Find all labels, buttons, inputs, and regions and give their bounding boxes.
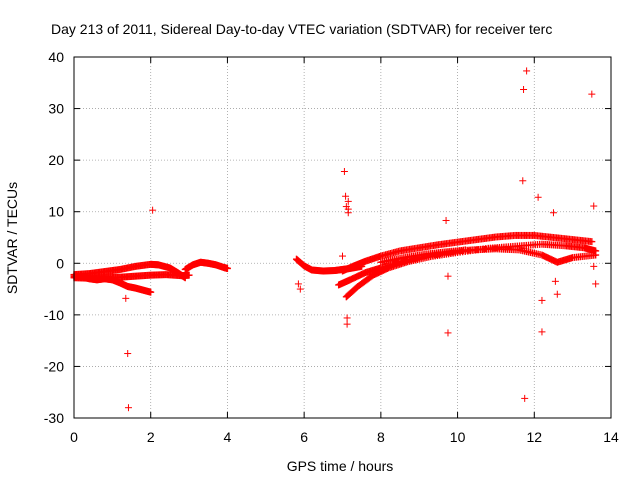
outlier-point [442,216,450,224]
y-tick-label: -10 [44,307,64,323]
outlier-point [149,206,157,214]
outlier-point [343,320,351,328]
outlier-point [521,394,529,402]
outlier-point [549,209,557,217]
outlier-point [590,202,598,210]
outlier-point [294,280,302,288]
outlier-point [340,167,348,175]
data-point [185,271,193,279]
y-tick-label: 0 [56,255,64,271]
y-tick-label: 20 [48,152,64,168]
x-axis-label: GPS time / hours [287,458,394,474]
outlier-point [444,272,452,280]
outlier-point [553,290,561,298]
outlier-point [344,205,352,213]
x-tick-label: 2 [147,429,155,445]
outlier-point [592,280,600,288]
outlier-point [296,285,304,293]
x-tick-label: 4 [224,429,232,445]
outlier-point [519,177,527,185]
data-point [461,246,469,254]
outlier-point [551,277,559,285]
data-point [223,264,231,272]
series-track-C [70,271,193,282]
series-outliers [122,67,600,412]
outlier-point [523,67,531,75]
series-track-H [377,245,600,266]
outlier-point [538,328,546,336]
x-tick-label: 0 [70,429,78,445]
series-track-F [339,231,596,275]
outlier-point [538,296,546,304]
data-point [592,251,600,259]
series-track-D [181,258,231,273]
series-track-I [335,246,469,289]
tick-labels: 0 2 4 6 8 10 12 14 -30 -20 -10 0 10 20 30 40 [44,49,619,445]
outlier-point [444,329,452,337]
outlier-point [124,350,132,358]
outlier-point [344,197,352,205]
x-tick-label: 12 [526,429,542,445]
outlier-point [534,193,542,201]
y-tick-label: -30 [44,410,64,426]
outlier-point [339,252,346,260]
y-tick-label: -20 [44,358,64,374]
y-tick-label: 30 [48,101,64,117]
y-axis-label: SDTVAR / TECUs [4,182,20,294]
x-tick-label: 6 [300,429,308,445]
outlier-point [520,85,528,93]
data-point [147,288,155,296]
tick-marks [73,56,612,419]
outlier-point [122,294,130,302]
plot-frame [73,56,612,419]
outlier-point [590,262,598,270]
data-point [588,238,596,246]
data-layer [70,67,600,412]
x-tick-label: 14 [603,429,619,445]
outlier-point [588,90,596,98]
outlier-point [342,192,350,200]
outlier-point [343,314,351,322]
x-tick-label: 8 [377,429,385,445]
y-tick-label: 40 [48,49,64,65]
outlier-point [124,404,132,412]
chart-title: Day 213 of 2011, Sidereal Day-to-day VTE… [51,21,552,37]
x-tick-label: 10 [450,429,466,445]
y-tick-label: 10 [48,204,64,220]
